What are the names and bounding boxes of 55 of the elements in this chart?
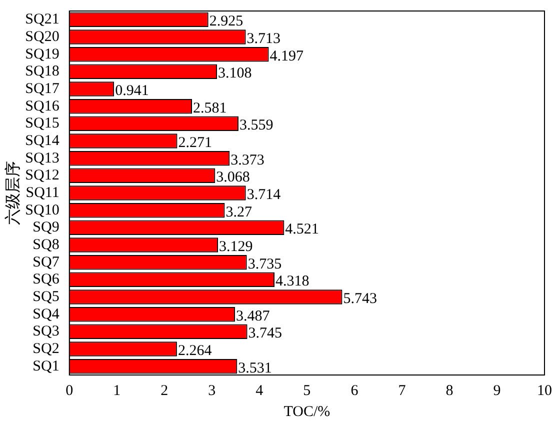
data-label: 3.487 xyxy=(236,308,270,324)
data-label: 4.521 xyxy=(285,222,319,238)
y-tick-label: SQ13 xyxy=(25,150,60,166)
data-label: 3.129 xyxy=(219,238,253,255)
x-tick-label: 6 xyxy=(350,382,359,399)
y-axis-title: 六级层序 xyxy=(4,161,22,225)
x-axis-title: TOC/% xyxy=(284,404,330,420)
y-tick-label: SQ7 xyxy=(32,254,60,270)
data-label: 2.581 xyxy=(193,100,227,116)
y-tick-label: SQ19 xyxy=(25,46,60,62)
x-tick-label: 10 xyxy=(537,382,552,399)
data-label: 2.264 xyxy=(178,342,212,359)
y-tick-label: SQ20 xyxy=(25,28,60,45)
x-tick-label: 5 xyxy=(303,382,311,399)
y-tick-label: SQ9 xyxy=(32,220,60,236)
x-tick-label: 9 xyxy=(493,382,501,399)
y-tick-label: SQ5 xyxy=(32,288,60,305)
data-label: 3.745 xyxy=(248,326,282,342)
data-label: 3.735 xyxy=(248,256,282,272)
x-tick-label: 8 xyxy=(446,382,454,399)
data-label: 3.531 xyxy=(238,360,272,376)
y-tick-label: SQ16 xyxy=(25,98,60,114)
data-label: 4.197 xyxy=(270,48,304,64)
data-label: 2.271 xyxy=(178,134,212,151)
data-label: 3.559 xyxy=(239,118,274,134)
y-tick-label: SQ2 xyxy=(32,340,60,357)
data-label: 3.713 xyxy=(246,30,281,47)
y-tick-label: SQ14 xyxy=(25,132,60,149)
data-label: 3.27 xyxy=(226,204,252,220)
data-label: 3.108 xyxy=(218,66,252,82)
data-label: 3.714 xyxy=(246,186,282,203)
x-tick-label: 2 xyxy=(160,382,168,399)
x-tick-label: 4 xyxy=(256,382,264,399)
y-tick-label: SQ10 xyxy=(25,202,60,218)
data-label: 5.743 xyxy=(343,290,377,307)
y-tick-label: SQ6 xyxy=(32,272,60,288)
data-label: 4.318 xyxy=(276,274,310,290)
y-tick-label: SQ4 xyxy=(32,306,60,322)
x-tick-label: 3 xyxy=(208,382,216,399)
x-tick-label: 1 xyxy=(113,382,121,399)
data-label: 2.925 xyxy=(209,14,244,30)
y-tick-label: SQ12 xyxy=(25,168,60,184)
y-tick-label: SQ11 xyxy=(26,184,60,201)
x-tick-label: 0 xyxy=(66,382,74,399)
y-tick-label: SQ15 xyxy=(25,116,60,132)
y-tick-label: SQ21 xyxy=(25,12,60,28)
y-tick-label: SQ17 xyxy=(25,80,60,97)
y-tick-label: SQ1 xyxy=(32,358,60,374)
data-label: 3.068 xyxy=(216,170,250,186)
y-tick-label: SQ18 xyxy=(25,64,60,80)
y-tick-label: SQ8 xyxy=(32,236,60,253)
data-label: 0.941 xyxy=(115,82,149,99)
x-tick-label: 7 xyxy=(398,382,406,399)
y-tick-label: SQ3 xyxy=(32,324,60,340)
data-label: 3.373 xyxy=(230,152,264,168)
